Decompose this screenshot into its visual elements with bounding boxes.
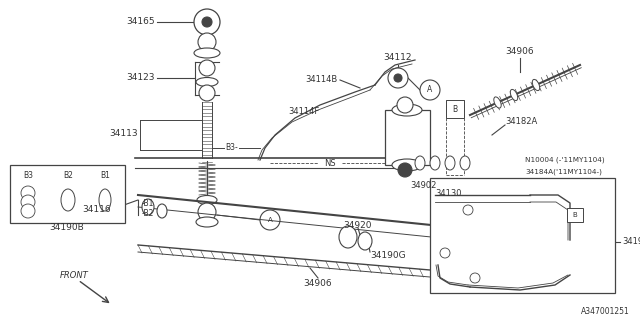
Text: -B2: -B2 <box>142 209 154 218</box>
Text: 34190G: 34190G <box>370 252 406 260</box>
Ellipse shape <box>392 159 422 171</box>
Ellipse shape <box>532 79 540 91</box>
Ellipse shape <box>358 232 372 250</box>
Circle shape <box>21 204 35 218</box>
Text: A: A <box>428 85 433 94</box>
Text: 34184A('11MY1104-): 34184A('11MY1104-) <box>525 169 602 175</box>
Circle shape <box>198 203 216 221</box>
Text: 34113: 34113 <box>109 129 138 138</box>
Circle shape <box>199 85 215 101</box>
Text: A: A <box>268 217 273 223</box>
Ellipse shape <box>194 48 220 58</box>
Ellipse shape <box>197 196 217 204</box>
Bar <box>446 100 464 118</box>
Text: B1: B1 <box>100 171 110 180</box>
Ellipse shape <box>196 217 218 227</box>
Bar <box>385 110 430 165</box>
Text: 34112: 34112 <box>384 53 412 62</box>
Text: B2: B2 <box>63 171 73 180</box>
Circle shape <box>397 97 413 113</box>
Text: 34123: 34123 <box>127 74 155 83</box>
Ellipse shape <box>339 226 357 248</box>
Text: 34114F: 34114F <box>288 108 319 116</box>
Circle shape <box>394 74 402 82</box>
Text: B: B <box>573 212 577 218</box>
Text: N10004 (-'11MY1104): N10004 (-'11MY1104) <box>525 157 605 163</box>
Circle shape <box>21 186 35 200</box>
Ellipse shape <box>61 189 75 211</box>
Bar <box>430 178 615 293</box>
Bar <box>10 165 125 223</box>
Text: B: B <box>452 105 458 114</box>
Ellipse shape <box>430 156 440 170</box>
Circle shape <box>463 205 473 215</box>
Ellipse shape <box>142 199 154 215</box>
Text: -B1: -B1 <box>142 198 154 207</box>
Circle shape <box>440 248 450 258</box>
Ellipse shape <box>494 97 501 108</box>
Text: B3-: B3- <box>225 143 237 153</box>
Ellipse shape <box>445 156 455 170</box>
Circle shape <box>388 68 408 88</box>
Bar <box>567 208 583 222</box>
Ellipse shape <box>392 104 422 116</box>
Circle shape <box>420 80 440 100</box>
Text: 34130: 34130 <box>435 188 461 197</box>
Text: NS: NS <box>324 158 336 167</box>
Text: 34190B: 34190B <box>50 223 84 233</box>
Text: 34920: 34920 <box>344 220 372 229</box>
Text: 34906: 34906 <box>304 278 332 287</box>
Text: B3: B3 <box>23 171 33 180</box>
Text: 34182A: 34182A <box>505 117 537 126</box>
Circle shape <box>198 33 216 51</box>
Text: 34190C*B: 34190C*B <box>622 237 640 246</box>
Circle shape <box>199 60 215 76</box>
Circle shape <box>260 210 280 230</box>
Circle shape <box>398 163 412 177</box>
Ellipse shape <box>99 189 111 211</box>
Text: A347001251: A347001251 <box>581 308 630 316</box>
Ellipse shape <box>157 204 167 218</box>
Text: 34902: 34902 <box>410 180 436 189</box>
Text: FRONT: FRONT <box>60 270 89 279</box>
Text: 34114B: 34114B <box>306 76 338 84</box>
Circle shape <box>21 195 35 209</box>
Ellipse shape <box>415 156 425 170</box>
Text: 34906: 34906 <box>506 47 534 57</box>
Ellipse shape <box>196 77 218 86</box>
Circle shape <box>194 9 220 35</box>
Circle shape <box>202 17 212 27</box>
Ellipse shape <box>460 156 470 170</box>
Circle shape <box>470 273 480 283</box>
Text: 34165: 34165 <box>126 18 155 27</box>
Ellipse shape <box>510 89 518 100</box>
Text: 34116: 34116 <box>82 205 111 214</box>
